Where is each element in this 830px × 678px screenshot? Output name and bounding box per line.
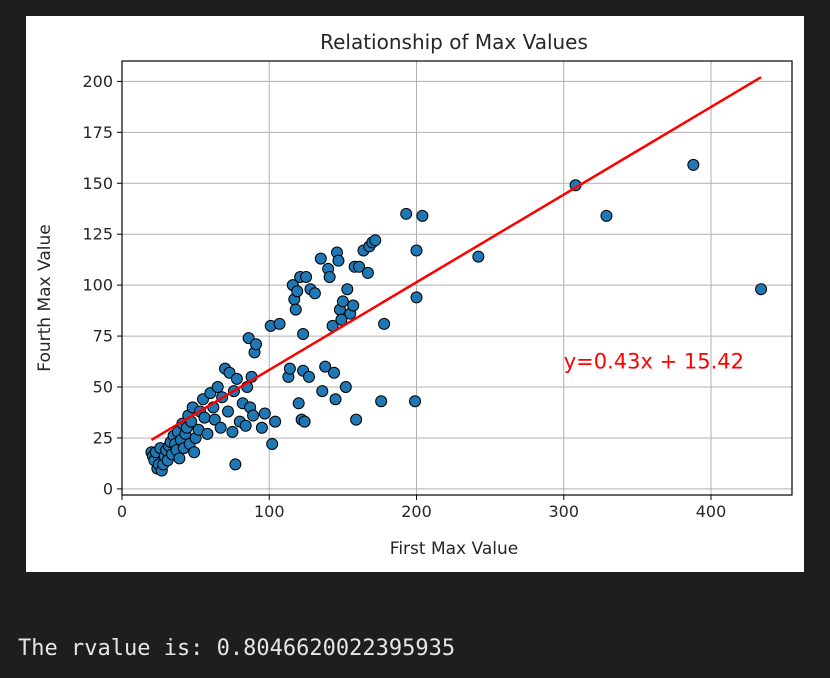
chart-figure: 0 100 200 300 400 0 25 50 75 100 125 150 175 200 Rela… bbox=[26, 16, 804, 572]
data-point bbox=[292, 397, 305, 410]
data-point bbox=[335, 313, 348, 326]
data-point bbox=[211, 381, 224, 394]
data-point bbox=[300, 270, 313, 283]
data-point bbox=[226, 425, 239, 438]
data-point bbox=[323, 270, 336, 283]
axes bbox=[117, 60, 793, 500]
x-axis-label: First Max Value bbox=[390, 539, 518, 559]
data-point bbox=[353, 260, 366, 273]
data-point bbox=[600, 209, 613, 222]
data-point bbox=[173, 452, 186, 465]
data-point bbox=[416, 209, 429, 222]
data-point bbox=[332, 254, 345, 267]
grid bbox=[121, 61, 792, 495]
data-point bbox=[409, 395, 422, 408]
data-point bbox=[336, 295, 349, 308]
data-point bbox=[410, 291, 423, 304]
y-tick-label: 75 bbox=[93, 327, 113, 346]
data-point bbox=[258, 407, 271, 420]
y-tick-label: 150 bbox=[82, 174, 113, 193]
data-point bbox=[378, 317, 391, 330]
y-axis-label: Fourth Max Value bbox=[35, 224, 55, 371]
data-point bbox=[201, 427, 214, 440]
data-point bbox=[755, 283, 768, 296]
y-tick-label: 50 bbox=[93, 378, 113, 397]
data-point bbox=[298, 415, 311, 428]
scatter-points bbox=[145, 158, 768, 477]
data-point bbox=[375, 395, 388, 408]
data-point bbox=[283, 362, 296, 375]
data-point bbox=[341, 283, 354, 296]
data-point bbox=[229, 458, 242, 471]
data-point bbox=[410, 244, 423, 257]
data-point bbox=[250, 338, 262, 351]
data-point bbox=[347, 299, 360, 312]
y-tick-label: 175 bbox=[82, 123, 113, 142]
x-tick-label: 100 bbox=[254, 502, 285, 521]
data-point bbox=[255, 421, 268, 434]
data-point bbox=[350, 413, 363, 426]
data-point bbox=[687, 158, 700, 171]
data-point bbox=[319, 360, 332, 373]
x-tick-label: 200 bbox=[401, 502, 432, 521]
data-point bbox=[329, 393, 342, 406]
x-tick-label: 400 bbox=[696, 502, 727, 521]
data-point bbox=[239, 419, 252, 432]
data-point bbox=[328, 366, 341, 379]
data-point bbox=[291, 285, 304, 298]
y-tick-label: 200 bbox=[82, 72, 113, 91]
scatter-chart: 0 100 200 300 400 0 25 50 75 100 125 150 175 200 Rela… bbox=[35, 30, 793, 559]
regression-line bbox=[150, 76, 762, 442]
y-tick-label: 125 bbox=[82, 225, 113, 244]
regression-equation: y=0.43x + 15.42 bbox=[564, 350, 744, 374]
data-point bbox=[188, 446, 201, 459]
data-point bbox=[316, 385, 329, 398]
y-tick-label: 0 bbox=[103, 479, 113, 498]
data-point bbox=[400, 207, 413, 220]
data-point bbox=[269, 415, 282, 428]
data-point bbox=[297, 328, 310, 341]
plot-frame bbox=[121, 60, 793, 496]
data-point bbox=[222, 405, 235, 418]
data-point bbox=[314, 252, 327, 265]
data-point bbox=[247, 409, 260, 422]
rvalue-output: The rvalue is: 0.8046620022395935 bbox=[18, 636, 456, 661]
data-point bbox=[289, 303, 302, 316]
x-tick-label: 0 bbox=[117, 502, 127, 521]
data-point bbox=[266, 438, 279, 451]
y-tick-label: 25 bbox=[93, 428, 113, 447]
y-tick-label: 100 bbox=[82, 276, 113, 295]
data-point bbox=[361, 266, 374, 279]
chart-title: Relationship of Max Values bbox=[320, 30, 588, 54]
regression-layer bbox=[150, 76, 762, 442]
data-point bbox=[214, 421, 227, 434]
data-point bbox=[198, 411, 211, 424]
data-point bbox=[472, 250, 485, 263]
data-point bbox=[303, 370, 316, 383]
data-point bbox=[230, 372, 243, 385]
x-tick-label: 300 bbox=[548, 502, 579, 521]
data-point bbox=[308, 287, 321, 300]
tick-labels: 0 100 200 300 400 0 25 50 75 100 125 150 175 200 bbox=[82, 72, 726, 521]
data-point bbox=[339, 381, 352, 394]
data-point bbox=[369, 234, 382, 247]
data-point bbox=[208, 413, 221, 426]
data-point bbox=[273, 317, 286, 330]
